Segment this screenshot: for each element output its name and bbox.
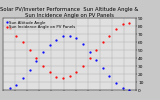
Sun Altitude Angle <box>89 51 91 52</box>
Sun Altitude Angle <box>95 59 97 60</box>
Line: Sun Incidence Angle on PV Panels: Sun Incidence Angle on PV Panels <box>9 22 130 79</box>
Line: Sun Altitude Angle: Sun Altitude Angle <box>9 35 130 91</box>
Sun Incidence Angle on PV Panels <box>89 57 91 59</box>
Title: Solar PV/Inverter Performance  Sun Altitude Angle & Sun Incidence Angle on PV Pa: Solar PV/Inverter Performance Sun Altitu… <box>0 7 139 18</box>
Sun Altitude Angle <box>49 45 51 46</box>
Sun Incidence Angle on PV Panels <box>69 76 71 77</box>
Sun Incidence Angle on PV Panels <box>122 24 124 25</box>
Sun Altitude Angle <box>75 37 77 39</box>
Sun Altitude Angle <box>82 44 84 45</box>
Sun Incidence Angle on PV Panels <box>16 35 17 36</box>
Sun Incidence Angle on PV Panels <box>42 65 44 67</box>
Sun Altitude Angle <box>62 36 64 37</box>
Sun Incidence Angle on PV Panels <box>36 57 37 59</box>
Sun Incidence Angle on PV Panels <box>49 72 51 73</box>
Sun Incidence Angle on PV Panels <box>82 65 84 67</box>
Sun Altitude Angle <box>9 88 11 89</box>
Sun Altitude Angle <box>122 87 124 88</box>
Sun Incidence Angle on PV Panels <box>102 41 104 43</box>
Sun Altitude Angle <box>69 35 71 36</box>
Sun Incidence Angle on PV Panels <box>108 35 110 36</box>
Sun Altitude Angle <box>22 77 24 79</box>
Sun Incidence Angle on PV Panels <box>115 29 117 30</box>
Sun Altitude Angle <box>128 89 130 91</box>
Sun Incidence Angle on PV Panels <box>75 72 77 73</box>
Sun Altitude Angle <box>108 76 110 77</box>
Sun Altitude Angle <box>102 68 104 69</box>
Sun Altitude Angle <box>36 61 37 62</box>
Sun Incidence Angle on PV Panels <box>29 49 31 51</box>
Sun Altitude Angle <box>115 82 117 83</box>
Sun Altitude Angle <box>42 52 44 53</box>
Legend: Sun Altitude Angle, Sun Incidence Angle on PV Panels: Sun Altitude Angle, Sun Incidence Angle … <box>5 20 76 30</box>
Sun Incidence Angle on PV Panels <box>62 77 64 79</box>
Sun Incidence Angle on PV Panels <box>9 27 11 28</box>
Sun Incidence Angle on PV Panels <box>22 41 24 43</box>
Sun Altitude Angle <box>55 39 57 40</box>
Sun Incidence Angle on PV Panels <box>55 77 57 78</box>
Sun Altitude Angle <box>29 69 31 71</box>
Sun Incidence Angle on PV Panels <box>128 22 130 23</box>
Sun Altitude Angle <box>16 85 17 86</box>
Sun Incidence Angle on PV Panels <box>95 49 97 51</box>
